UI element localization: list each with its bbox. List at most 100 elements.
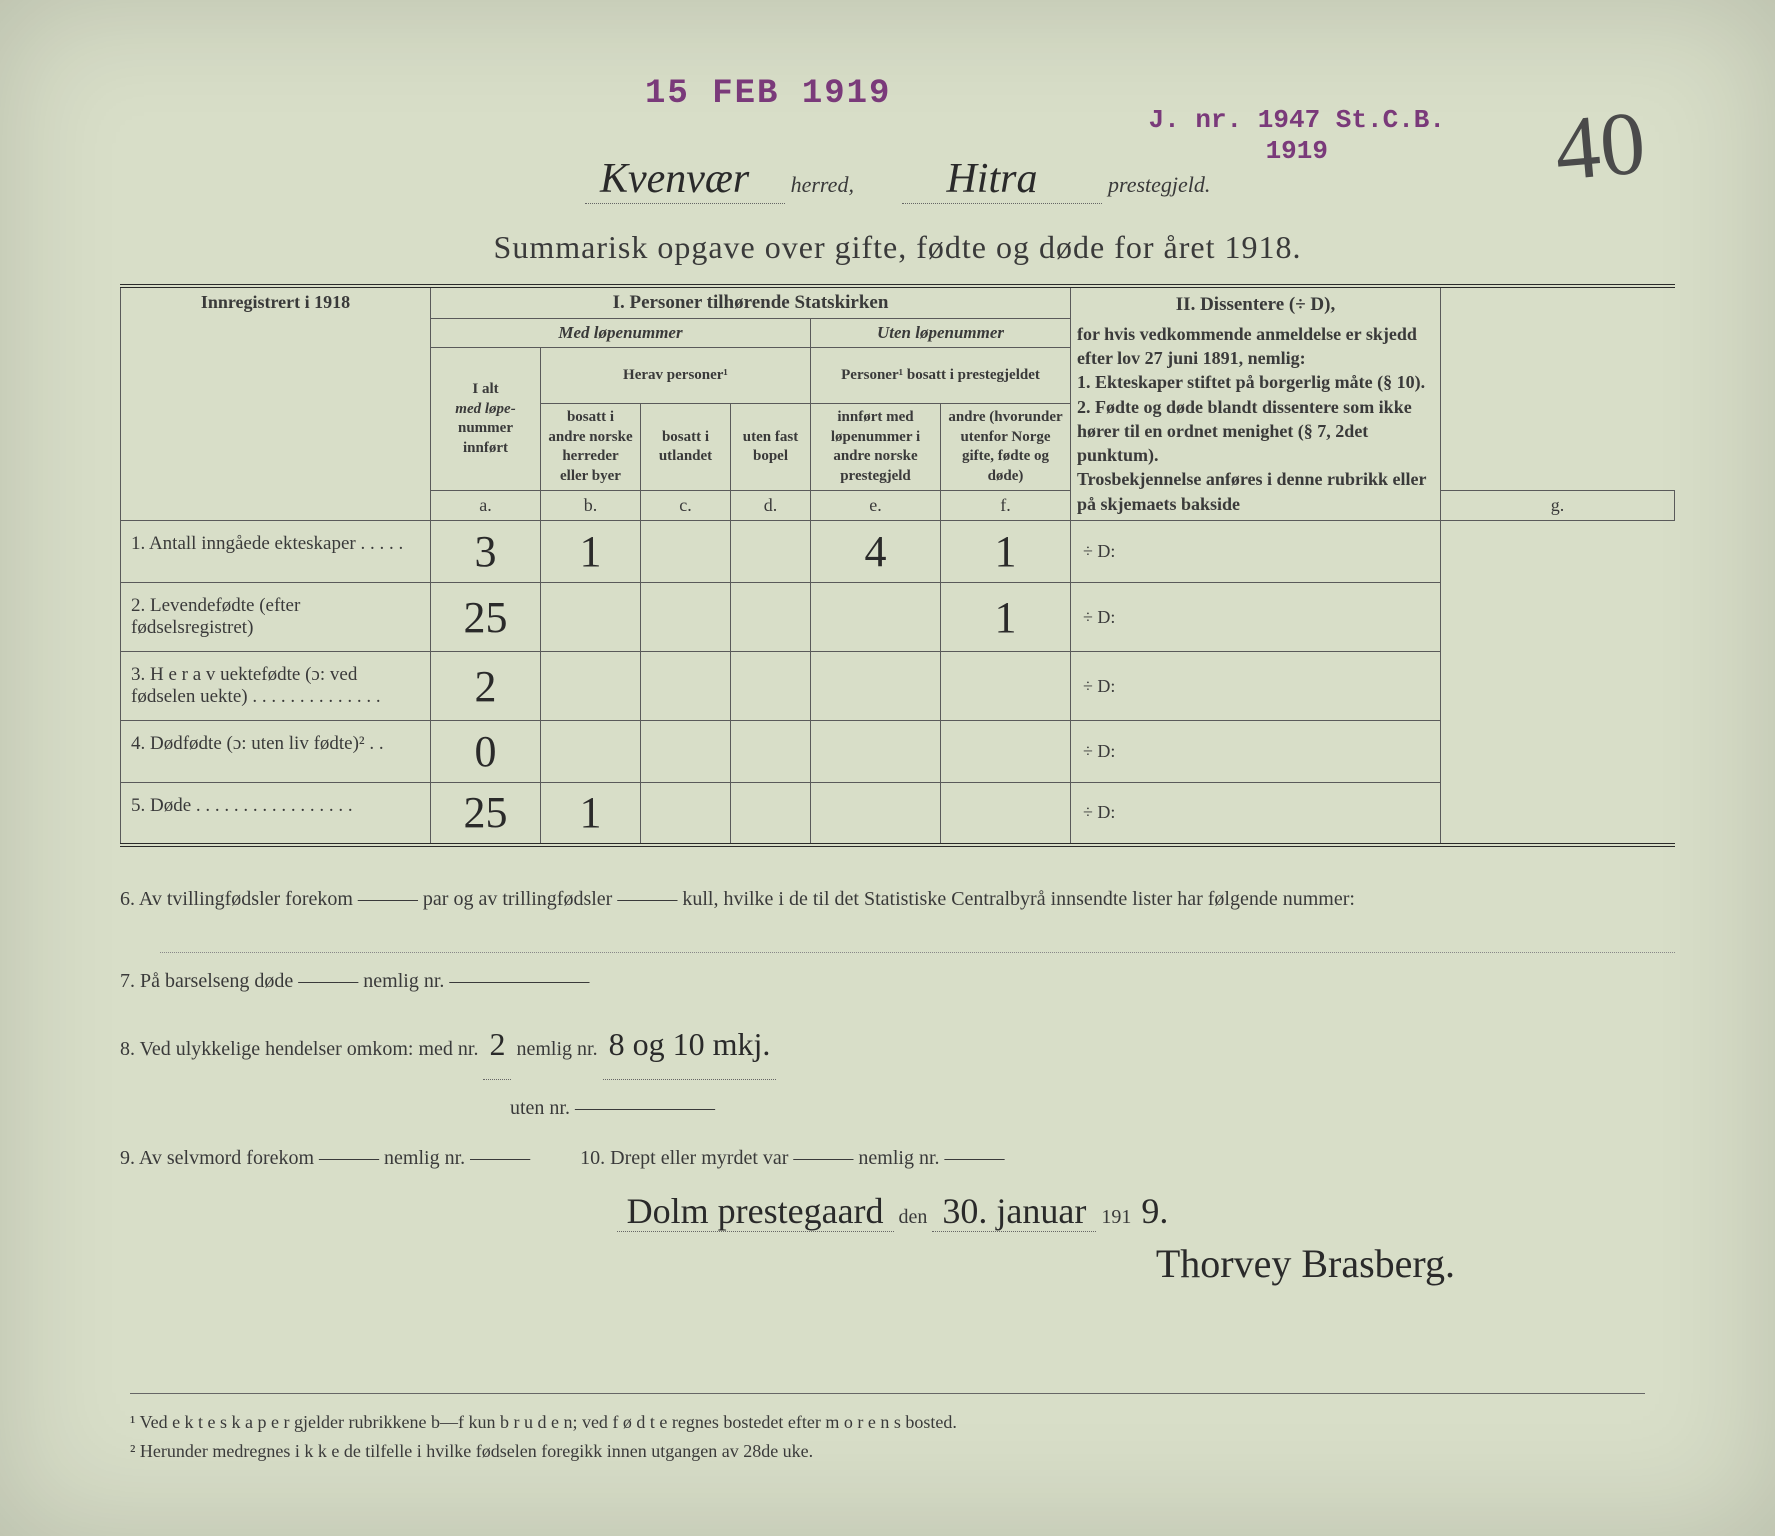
row-3-g: ÷ D: xyxy=(1071,652,1441,721)
note-8-nemlig: 8 og 10 mkj. xyxy=(603,1009,777,1080)
row-2-e xyxy=(811,583,941,652)
personer-bosatt-header: Personer¹ bosatt i prestegjeldet xyxy=(811,348,1071,404)
dissenter-title: II. Dissentere (÷ D), xyxy=(1077,292,1434,318)
footnote-1: ¹ Ved e k t e s k a p e r gjelder rubrik… xyxy=(130,1408,1645,1437)
row-2-label: 2. Levendefødte (efter fødselsregistret) xyxy=(121,583,431,652)
row-3-d xyxy=(731,652,811,721)
footnote-2: ² Herunder medregnes i k k e de tilfelle… xyxy=(130,1437,1645,1466)
row-5-b: 1 xyxy=(541,783,641,845)
col-letter-f: f. xyxy=(941,491,1071,521)
row-2-c xyxy=(641,583,731,652)
note-9-10: 9. Av selvmord forekom ——— nemlig nr. ——… xyxy=(120,1136,1675,1180)
row-4-b xyxy=(541,721,641,783)
signature-name: Thorvey Brasberg. xyxy=(1156,1241,1455,1286)
col-f-header: andre (hvorunder utenfor Norge gifte, fø… xyxy=(941,404,1071,491)
row-2-a: 25 xyxy=(431,583,541,652)
stamp-journal-number: J. nr. 1947 St.C.B. 1919 xyxy=(1149,105,1445,167)
row-1-label: 1. Antall inngåede ekteskaper . . . . . xyxy=(121,521,431,583)
row-5-c xyxy=(641,783,731,845)
note-6: 6. Av tvillingfødsler forekom ——— par og… xyxy=(120,877,1675,921)
note-10: 10. Drept eller myrdet var ——— nemlig nr… xyxy=(580,1147,1004,1169)
col-c-header: bosatt i utlandet xyxy=(641,404,731,491)
col-b-header: bosatt i andre norske herreder eller bye… xyxy=(541,404,641,491)
row-2-b xyxy=(541,583,641,652)
row-4-f xyxy=(941,721,1071,783)
row-4-c xyxy=(641,721,731,783)
prestegjeld-label: prestegjeld. xyxy=(1108,172,1210,197)
row-5-g: ÷ D: xyxy=(1071,783,1441,845)
row-3-b xyxy=(541,652,641,721)
row-3-a: 2 xyxy=(431,652,541,721)
row-1-g: ÷ D: xyxy=(1071,521,1441,583)
note-8-mid: nemlig nr. xyxy=(516,1038,597,1060)
note-6-blank-line xyxy=(160,927,1675,953)
signature-year-prefix: 191 xyxy=(1101,1206,1131,1228)
row-2-g: ÷ D: xyxy=(1071,583,1441,652)
col-letter-b: b. xyxy=(541,491,641,521)
row-1-b: 1 xyxy=(541,521,641,583)
signature-den: den xyxy=(899,1206,928,1228)
prestegjeld-name: Hitra xyxy=(902,155,1102,204)
herred-label: herred, xyxy=(791,172,854,197)
row-5-f xyxy=(941,783,1071,845)
row-3-c xyxy=(641,652,731,721)
signature-line: Dolm prestegaard den 30. januar 1919. xyxy=(120,1190,1675,1232)
footnotes: ¹ Ved e k t e s k a p e r gjelder rubrik… xyxy=(130,1393,1645,1466)
table-row: 1. Antall inngåede ekteskaper . . . . . … xyxy=(121,521,1675,583)
row-1-d xyxy=(731,521,811,583)
col-letter-d: d. xyxy=(731,491,811,521)
col-letter-c: c. xyxy=(641,491,731,521)
table-row: 3. H e r a v uektefødte (ɔ: ved fødselen… xyxy=(121,652,1675,721)
row-5-label: 5. Døde . . . . . . . . . . . . . . . . … xyxy=(121,783,431,845)
row-4-a: 0 xyxy=(431,721,541,783)
signature-year-suffix: 9. xyxy=(1131,1191,1178,1231)
note-8-prefix: 8. Ved ulykkelige hendelser omkom: med n… xyxy=(120,1038,478,1060)
signature-name-line: Thorvey Brasberg. xyxy=(120,1240,1675,1287)
col-a-header: I alt med løpe- nummer innført xyxy=(431,348,541,491)
row-1-f: 1 xyxy=(941,521,1071,583)
table-row: 2. Levendefødte (efter fødselsregistret)… xyxy=(121,583,1675,652)
note-8: 8. Ved ulykkelige hendelser omkom: med n… xyxy=(120,1009,1675,1080)
row-3-f xyxy=(941,652,1071,721)
note-9: 9. Av selvmord forekom ——— nemlig nr. ——… xyxy=(120,1147,530,1169)
col-letter-g: g. xyxy=(1441,491,1675,521)
document-page: 15 FEB 1919 J. nr. 1947 St.C.B. 1919 40 … xyxy=(0,0,1775,1536)
table-row: 5. Døde . . . . . . . . . . . . . . . . … xyxy=(121,783,1675,845)
note-8-uten: uten nr. ——————— xyxy=(120,1086,1675,1130)
col-letter-a: a. xyxy=(431,491,541,521)
signature-date: 30. januar xyxy=(932,1191,1096,1232)
col-d-header: uten fast bopel xyxy=(731,404,811,491)
herred-name: Kvenvær xyxy=(585,155,785,204)
col-e-header: innført med løpenummer i andre norske pr… xyxy=(811,404,941,491)
document-title: Summarisk opgave over gifte, fødte og dø… xyxy=(120,229,1675,266)
col-header-registered: Innregistrert i 1918 xyxy=(121,286,431,521)
col-letter-e: e. xyxy=(811,491,941,521)
row-5-a: 25 xyxy=(431,783,541,845)
row-3-e xyxy=(811,652,941,721)
stamp-jnr-line2: 1919 xyxy=(1149,136,1445,167)
note-7: 7. På barselseng døde ——— nemlig nr. ———… xyxy=(120,959,1675,1003)
page-number-handwritten: 40 xyxy=(1551,91,1650,201)
signature-place: Dolm prestegaard xyxy=(617,1191,894,1232)
uten-lopenummer-header: Uten løpenummer xyxy=(811,319,1071,348)
section-1-header: I. Personer tilhørende Statskirken xyxy=(431,286,1071,319)
row-4-label: 4. Dødfødte (ɔ: uten liv fødte)² . . xyxy=(121,721,431,783)
med-lopenummer-header: Med løpenummer xyxy=(431,319,811,348)
row-2-d xyxy=(731,583,811,652)
row-1-a: 3 xyxy=(431,521,541,583)
row-5-e xyxy=(811,783,941,845)
note-8-mednr: 2 xyxy=(483,1009,511,1080)
table-row: 4. Dødfødte (ɔ: uten liv fødte)² . . 0 ÷… xyxy=(121,721,1675,783)
stamp-date: 15 FEB 1919 xyxy=(645,75,891,113)
row-5-d xyxy=(731,783,811,845)
herav-personer-header: Herav personer¹ xyxy=(541,348,811,404)
row-3-label: 3. H e r a v uektefødte (ɔ: ved fødselen… xyxy=(121,652,431,721)
section-2-header: II. Dissentere (÷ D), for hvis vedkommen… xyxy=(1071,286,1441,521)
row-4-e xyxy=(811,721,941,783)
notes-section: 6. Av tvillingfødsler forekom ——— par og… xyxy=(120,877,1675,1180)
dissenter-body: for hvis vedkommende anmeldelse er skjed… xyxy=(1077,322,1434,516)
row-4-g: ÷ D: xyxy=(1071,721,1441,783)
summary-table: Innregistrert i 1918 I. Personer tilhøre… xyxy=(120,284,1675,847)
stamp-jnr-line1: J. nr. 1947 St.C.B. xyxy=(1149,105,1445,136)
row-1-e: 4 xyxy=(811,521,941,583)
